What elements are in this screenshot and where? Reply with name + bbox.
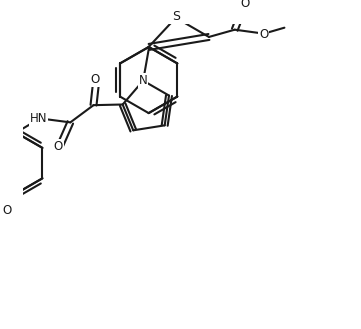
Text: O: O bbox=[2, 204, 12, 217]
Text: O: O bbox=[259, 28, 269, 41]
Text: S: S bbox=[172, 10, 180, 23]
Text: HN: HN bbox=[30, 112, 47, 125]
Text: N: N bbox=[139, 74, 148, 87]
Text: O: O bbox=[91, 73, 100, 86]
Text: O: O bbox=[240, 0, 249, 10]
Text: O: O bbox=[54, 140, 63, 153]
